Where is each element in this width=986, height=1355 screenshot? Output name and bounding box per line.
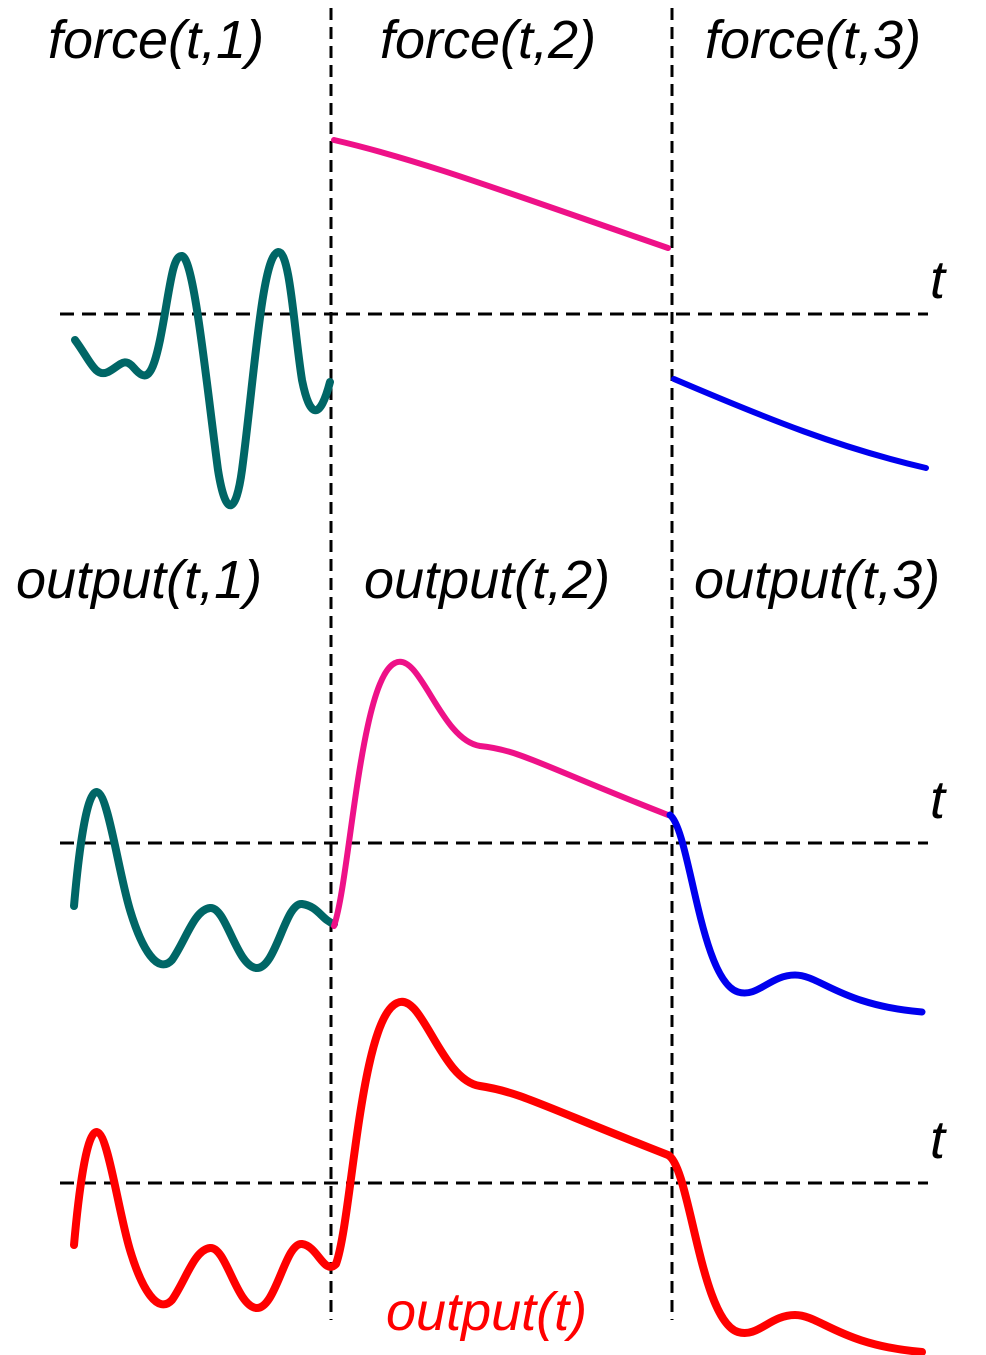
output-segment-1-label: output(t,1) [16, 550, 262, 610]
output-segment-3-label: output(t,3) [694, 550, 940, 610]
output-total-label: output(t) [386, 1282, 587, 1342]
output-segment-2-label: output(t,2) [364, 550, 610, 610]
force-segment-2-label: force(t,2) [380, 10, 596, 70]
output-segment-3-curve [666, 811, 926, 1016]
force-segment-2-curve [331, 137, 671, 251]
force-segment-1-label: force(t,1) [48, 10, 264, 70]
force-segment-3-curve [671, 376, 929, 471]
force-segment-1-curve [71, 248, 334, 510]
output-total-axis-label: t [930, 1110, 947, 1170]
force-segment-3-label: force(t,3) [705, 10, 921, 70]
output-segment-1-curve [70, 788, 338, 972]
output-segment-2-curve [331, 658, 671, 929]
output-total-curve [70, 997, 926, 1355]
output-segments-axis-label: t [930, 770, 947, 830]
force-axis-label: t [930, 250, 947, 310]
